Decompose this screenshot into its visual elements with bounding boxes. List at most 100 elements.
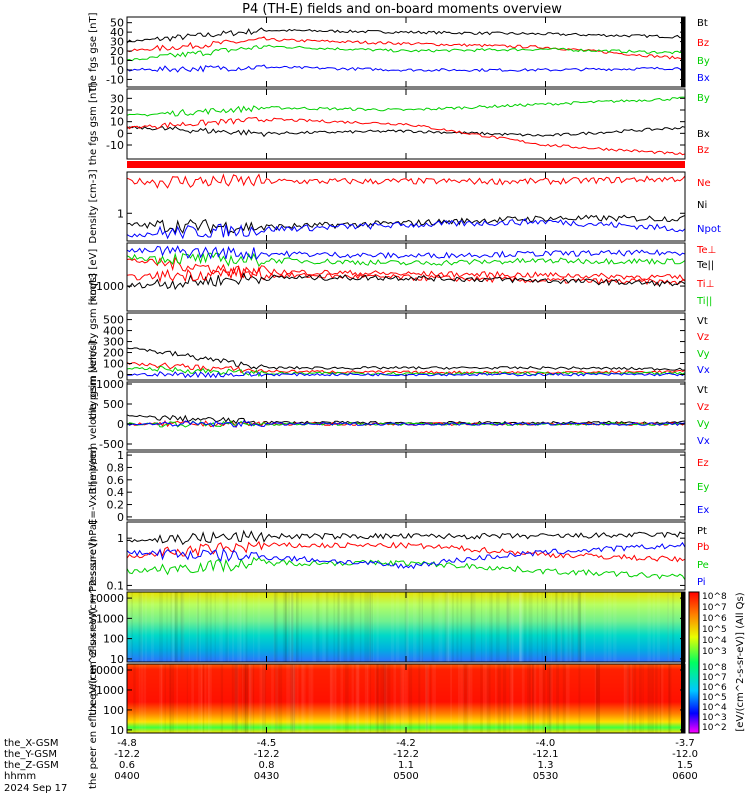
spectrogram-streak bbox=[418, 592, 421, 662]
spectrogram-streak bbox=[170, 592, 173, 662]
spectrogram-streak bbox=[626, 664, 630, 733]
spectrogram-streak bbox=[200, 664, 203, 733]
ylabel-peer: the peer en eflux eV/(cm^2-s-sr-eV) bbox=[88, 608, 99, 789]
spectrogram-streak bbox=[521, 592, 524, 662]
spectrogram-streak bbox=[171, 592, 175, 662]
panel-density: Ne Ni Npot 1 Density [cm-3] bbox=[88, 169, 721, 243]
ytick-label-peim_velocity: 100 bbox=[103, 358, 124, 371]
spectrogram-streak bbox=[465, 664, 469, 733]
spectrogram-streak bbox=[316, 592, 320, 662]
ytick-label-fgs_gsm: 10 bbox=[110, 116, 124, 129]
spectrogram-peir bbox=[127, 592, 685, 662]
axis-row-value: 1.1 bbox=[398, 760, 414, 771]
spectrogram-streak bbox=[623, 664, 626, 733]
ylabel-peem_velocity: the peem velocity gsm [km/s] bbox=[88, 341, 99, 491]
spectrogram-streak bbox=[374, 664, 376, 733]
spectrogram-streak bbox=[359, 592, 362, 662]
ytick-label-efield: 0.2 bbox=[107, 499, 125, 512]
legend-fgs_gsm-1: Bx bbox=[697, 129, 710, 140]
spectrogram-streak bbox=[521, 664, 525, 733]
colorbar-tick-top: 10^8 bbox=[702, 592, 727, 602]
spectrogram-streak bbox=[494, 664, 497, 733]
spectrogram-streak bbox=[474, 592, 476, 662]
spectrogram-streak bbox=[444, 592, 448, 662]
spectrogram-streak bbox=[322, 592, 326, 662]
spectrogram-streak bbox=[292, 664, 296, 733]
spectrogram-streak bbox=[596, 664, 601, 733]
colorbar-label: [eV/(cm^2-s-sr-eV)] (All Qs) bbox=[735, 592, 746, 731]
spectrogram-streak bbox=[506, 592, 511, 662]
spectrogram-streak bbox=[560, 592, 565, 662]
ytick-label-peer: 10000 bbox=[89, 664, 124, 677]
separator-bar bbox=[127, 161, 685, 168]
spectrogram-streak bbox=[282, 592, 287, 662]
spectrogram-streak bbox=[243, 664, 247, 733]
spectrogram-streak bbox=[390, 592, 395, 662]
spectrogram-streak bbox=[393, 664, 397, 733]
ytick-label-fgs_gsm: 30 bbox=[110, 92, 124, 105]
spectrogram-streak bbox=[544, 592, 548, 662]
axis-row-value: -4.8 bbox=[117, 738, 137, 749]
frame-density bbox=[126, 171, 686, 242]
spectrogram-streak bbox=[286, 664, 290, 733]
spectrogram-streak bbox=[364, 592, 368, 662]
spectrogram-streak bbox=[431, 592, 435, 662]
spectrogram-streak bbox=[291, 664, 296, 733]
ytick-label-pressure: 0.1 bbox=[107, 579, 125, 592]
spectrogram-streak bbox=[232, 592, 235, 662]
spectrogram-streak bbox=[567, 592, 570, 662]
frame-efield bbox=[126, 451, 686, 521]
spectrogram-streak bbox=[647, 592, 651, 662]
spectrogram-streak bbox=[550, 592, 553, 662]
axis-row-value: -4.0 bbox=[536, 738, 556, 749]
axis-row-value: 0430 bbox=[254, 771, 279, 782]
spectrogram-streak bbox=[565, 592, 569, 662]
spectrogram-streak bbox=[560, 592, 562, 662]
spectrogram-streak bbox=[491, 592, 493, 662]
spectrogram-streak bbox=[647, 664, 649, 733]
axis-row-value: 0.6 bbox=[119, 760, 135, 771]
spectrogram-streak bbox=[172, 592, 175, 662]
spectrogram-streak bbox=[536, 592, 539, 662]
ylabel-temperature: moqt3 [eV] bbox=[88, 249, 99, 306]
spectrogram-streak bbox=[159, 664, 163, 733]
spectrogram-streak bbox=[399, 664, 401, 733]
spectrogram-streak bbox=[539, 664, 543, 733]
axis-row-value: -12.2 bbox=[393, 749, 419, 760]
spectrogram-streak bbox=[430, 664, 432, 733]
spectrogram-streak bbox=[302, 664, 306, 733]
spectrogram-streak bbox=[289, 592, 294, 662]
spectrogram-streak bbox=[262, 664, 267, 733]
spectrogram-streak bbox=[447, 592, 452, 662]
legend-pressure-1: Pb bbox=[697, 542, 709, 553]
ytick-label-fgs_gse: 40 bbox=[110, 26, 124, 39]
spectrogram-streak bbox=[202, 664, 205, 733]
legend-pressure-0: Pt bbox=[697, 526, 707, 537]
spectrogram-streak bbox=[289, 664, 294, 733]
spectrogram-streak bbox=[164, 664, 166, 733]
axis-row-value: -4.5 bbox=[257, 738, 277, 749]
spectrogram-streak bbox=[489, 592, 492, 662]
spectrogram-streak bbox=[372, 592, 374, 662]
spectrogram-streak bbox=[370, 664, 372, 733]
spectrogram-streak bbox=[406, 592, 409, 662]
spectrogram-streak bbox=[425, 664, 428, 733]
panel-efield: Ez Ey Ex 00.20.40.60.81 E=-VxB [mV/m] bbox=[88, 447, 709, 525]
spectrogram-streak bbox=[519, 592, 522, 662]
ytick-label-fgs_gse: 50 bbox=[110, 17, 124, 30]
spectrogram-streak bbox=[667, 592, 669, 662]
ytick-label-peir: 10 bbox=[110, 653, 124, 666]
spectrogram-streak bbox=[231, 664, 234, 733]
spectrogram-streak bbox=[355, 664, 359, 733]
ylabel-fgs_gse: the fgs gse [nT] bbox=[88, 12, 99, 91]
edge-mark-spectra bbox=[681, 592, 685, 733]
spectrogram-streak bbox=[519, 592, 522, 662]
spectrogram-streak bbox=[419, 592, 423, 662]
spectrogram-streak bbox=[445, 592, 450, 662]
ytick-label-peem_velocity: 1000 bbox=[96, 378, 124, 391]
series-pressure-3 bbox=[126, 541, 686, 570]
spectrogram-streak bbox=[395, 592, 400, 662]
spectrogram-streak bbox=[369, 592, 372, 662]
